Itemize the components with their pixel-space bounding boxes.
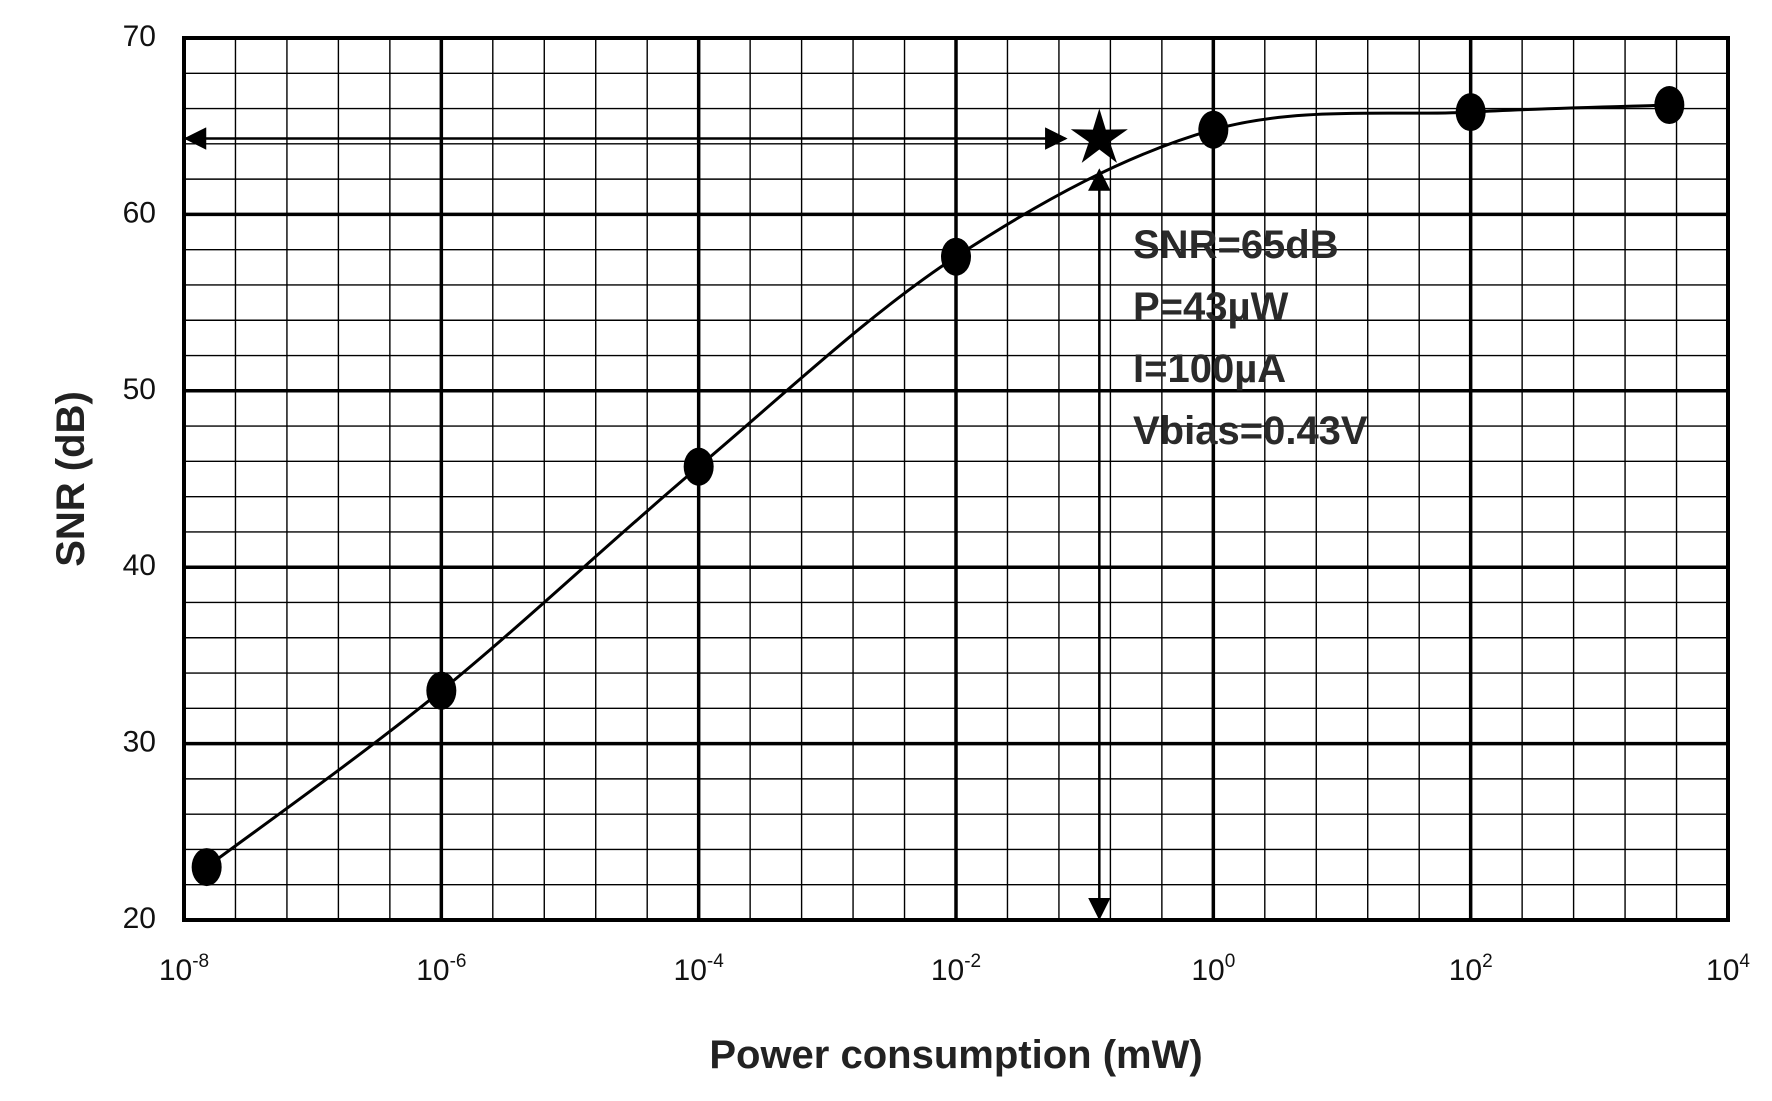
data-point <box>1198 110 1229 149</box>
x-tick-label: 10-2 <box>931 951 981 987</box>
data-series <box>191 86 1685 887</box>
plot-frame <box>182 36 1730 922</box>
y-tick-label: 70 <box>123 20 156 53</box>
y-tick-label: 20 <box>123 902 156 935</box>
data-point <box>683 447 714 486</box>
data-point <box>191 848 222 887</box>
x-tick-label: 102 <box>1449 951 1493 987</box>
series-line <box>205 103 1670 869</box>
x-tick-label: 10-8 <box>159 951 209 987</box>
y-axis-ticks: 20 30 40 50 60 70 <box>123 20 156 935</box>
annotation-line: Vbias=0.43V <box>1133 409 1368 453</box>
x-tick-label: 10-6 <box>416 951 466 987</box>
x-tick-label: 10-4 <box>674 951 725 987</box>
x-axis-title: Power consumption (mW) <box>709 1033 1202 1077</box>
data-point <box>1654 86 1685 125</box>
y-tick-label: 30 <box>123 726 156 759</box>
x-tick-label: 104 <box>1706 951 1750 987</box>
data-point <box>426 671 457 710</box>
y-axis-title: SNR (dB) <box>49 391 93 567</box>
annotation-line: I=100µA <box>1133 347 1286 391</box>
annotation-block: SNR=65dB P=43µW I=100µA Vbias=0.43V <box>1133 223 1368 453</box>
y-tick-label: 50 <box>123 373 156 406</box>
data-point <box>941 237 971 276</box>
x-axis-ticks: 10-8 10-6 10-4 10-2 100 102 104 <box>159 951 1751 987</box>
annotation-line: P=43µW <box>1133 285 1289 329</box>
y-tick-label: 40 <box>123 549 156 582</box>
y-tick-label: 60 <box>123 196 156 229</box>
annotation-line: SNR=65dB <box>1133 223 1339 267</box>
data-point <box>1455 93 1486 132</box>
grid <box>182 36 1730 922</box>
operating-point-star-marker <box>1070 108 1128 163</box>
annotation-arrows <box>183 127 1111 921</box>
x-tick-label: 100 <box>1191 951 1235 987</box>
